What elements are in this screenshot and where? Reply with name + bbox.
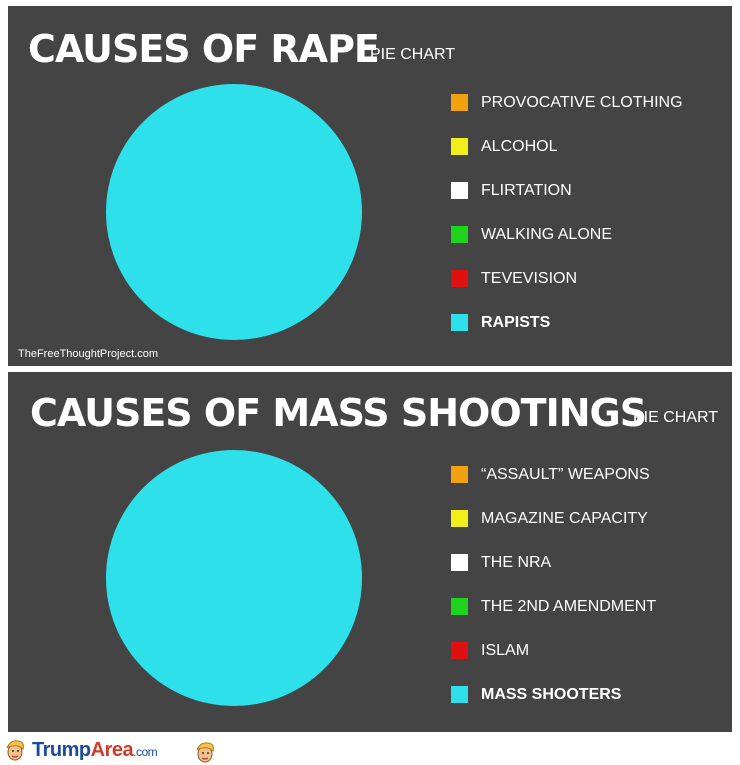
legend-label: THE 2ND AMENDMENT (481, 598, 657, 615)
legend-item: PROVOCATIVE CLOTHING (451, 94, 683, 138)
chart-panel-mass-shootings: CAUSES OF MASS SHOOTINGS PIE CHART “ASSA… (8, 372, 732, 732)
footer-logo[interactable]: TrumpArea.com (4, 738, 158, 762)
legend-item: ALCOHOL (451, 138, 683, 182)
legend-swatch (451, 314, 468, 331)
legend-label: PROVOCATIVE CLOTHING (481, 94, 683, 111)
pie-chart (106, 450, 362, 706)
legend-swatch (451, 270, 468, 287)
legend-item: “ASSAULT” WEAPONS (451, 466, 656, 510)
legend-item: THE 2ND AMENDMENT (451, 598, 656, 642)
trump-head-icon (196, 742, 214, 763)
legend-swatch (451, 642, 468, 659)
legend-label: RAPISTS (481, 314, 551, 331)
chart-panel-rape: CAUSES OF RAPE PIE CHART PROVOCATIVE CLO… (8, 6, 732, 366)
legend-label: TEVEVISION (481, 270, 578, 287)
legend-swatch (451, 466, 468, 483)
pie-slice-rapists (106, 84, 362, 340)
chart-title: CAUSES OF MASS SHOOTINGS (30, 391, 647, 435)
chart-legend: PROVOCATIVE CLOTHING ALCOHOL FLIRTATION WAL… (451, 94, 683, 358)
legend-label: ALCOHOL (481, 138, 558, 155)
pie-chart (106, 84, 362, 340)
credit-text: TheFreeThoughtProject.com (18, 348, 159, 360)
chart-subtitle: PIE CHART (633, 409, 719, 426)
brand-name: TrumpArea.com (32, 738, 158, 761)
legend-label: WALKING ALONE (481, 226, 612, 243)
legend-swatch (451, 182, 468, 199)
legend-swatch (451, 94, 468, 111)
legend-label: “ASSAULT” WEAPONS (481, 466, 650, 483)
footer-bar: TrumpArea.com (0, 736, 740, 765)
legend-item: THE NRA (451, 554, 656, 598)
legend-swatch (451, 554, 468, 571)
legend-item: ISLAM (451, 642, 656, 686)
legend-item: FLIRTATION (451, 182, 683, 226)
legend-item: TEVEVISION (451, 270, 683, 314)
legend-swatch (451, 138, 468, 155)
chart-subtitle: PIE CHART (370, 46, 456, 63)
legend-label: MAGAZINE CAPACITY (481, 510, 648, 527)
legend-item: MASS SHOOTERS (451, 686, 656, 730)
trump-head-icon (6, 740, 24, 761)
chart-legend: “ASSAULT” WEAPONS MAGAZINE CAPACITY THE NR… (451, 466, 656, 730)
legend-item: RAPISTS (451, 314, 683, 358)
legend-item: MAGAZINE CAPACITY (451, 510, 656, 554)
legend-label: FLIRTATION (481, 182, 572, 199)
pie-slice-mass-shooters (106, 450, 362, 706)
legend-label: MASS SHOOTERS (481, 686, 622, 703)
legend-swatch (451, 510, 468, 527)
legend-item: WALKING ALONE (451, 226, 683, 270)
legend-label: THE NRA (481, 554, 552, 571)
legend-swatch (451, 226, 468, 243)
legend-label: ISLAM (481, 642, 530, 659)
legend-swatch (451, 598, 468, 615)
chart-title: CAUSES OF RAPE (28, 27, 380, 71)
legend-swatch (451, 686, 468, 703)
